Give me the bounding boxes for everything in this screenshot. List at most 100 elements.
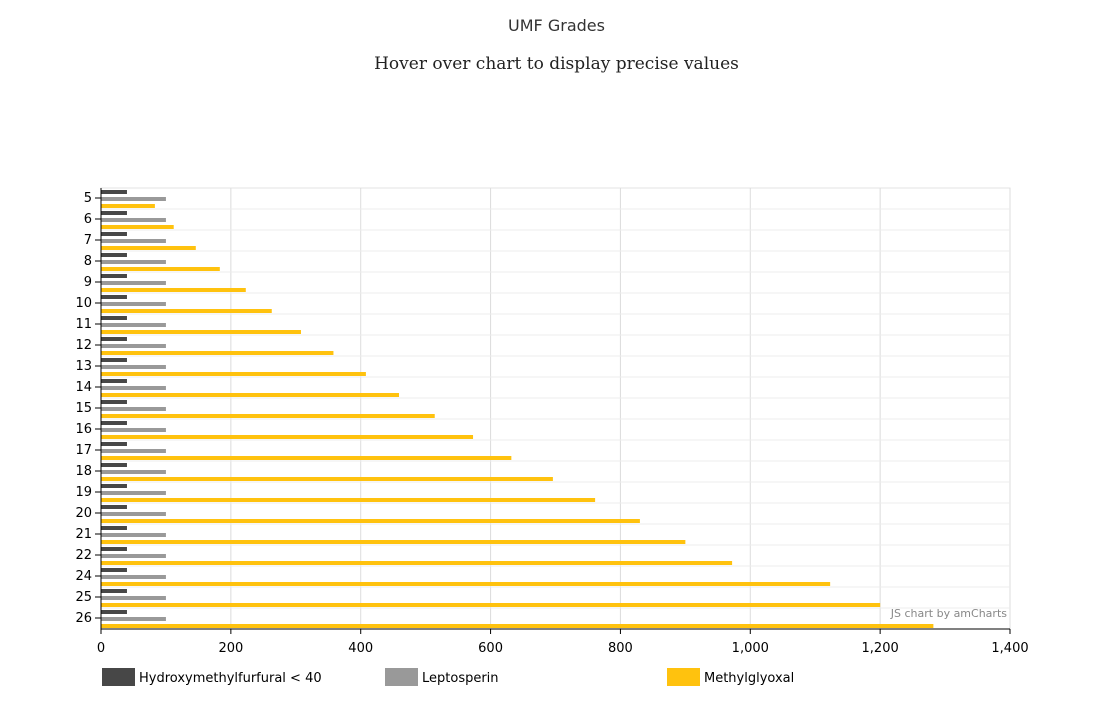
- bar[interactable]: [101, 260, 166, 264]
- bar[interactable]: [101, 449, 166, 453]
- bar[interactable]: [101, 302, 166, 306]
- bar[interactable]: [101, 337, 127, 341]
- chart-subtitle: Hover over chart to display precise valu…: [374, 54, 739, 74]
- legend-item[interactable]: Hydroxymethylfurfural < 40: [102, 668, 322, 686]
- bar[interactable]: [101, 428, 166, 432]
- bar[interactable]: [101, 519, 640, 523]
- bar[interactable]: [101, 190, 127, 194]
- y-tick-label: 17: [75, 443, 92, 458]
- x-tick-label: 800: [608, 641, 633, 656]
- legend-swatch[interactable]: [667, 668, 700, 686]
- bar[interactable]: [101, 211, 127, 215]
- bar[interactable]: [101, 239, 166, 243]
- y-tick-label: 7: [84, 233, 92, 248]
- legend-swatch[interactable]: [385, 668, 418, 686]
- bar[interactable]: [101, 197, 166, 201]
- bar[interactable]: [101, 225, 174, 229]
- bar[interactable]: [101, 610, 127, 614]
- bar[interactable]: [101, 463, 127, 467]
- bar[interactable]: [101, 561, 733, 565]
- bars-group[interactable]: [101, 190, 934, 628]
- bar[interactable]: [101, 274, 127, 278]
- y-tick-label: 24: [75, 569, 92, 584]
- y-tick-label: 8: [84, 254, 92, 269]
- bar[interactable]: [101, 330, 301, 334]
- axes: 5 6 7 8 9 10 11 12 13 14 15 16 17 18 19 20 21 22 24 25 26 0 20…: [75, 188, 1029, 656]
- bar[interactable]: [101, 568, 127, 572]
- y-tick-label: 14: [75, 380, 92, 395]
- bar[interactable]: [101, 547, 127, 551]
- legend-swatch[interactable]: [102, 668, 135, 686]
- legend-label[interactable]: Leptosperin: [422, 671, 499, 686]
- bar[interactable]: [101, 540, 686, 544]
- bar[interactable]: [101, 470, 166, 474]
- bar[interactable]: [101, 484, 127, 488]
- bar[interactable]: [101, 295, 127, 299]
- bar[interactable]: [101, 204, 155, 208]
- legend-label[interactable]: Hydroxymethylfurfural < 40: [139, 671, 322, 686]
- y-tick-label: 18: [75, 464, 92, 479]
- bar[interactable]: [101, 379, 127, 383]
- bar[interactable]: [101, 442, 127, 446]
- bar[interactable]: [101, 393, 400, 397]
- legend-item[interactable]: Leptosperin: [385, 668, 499, 686]
- bar[interactable]: [101, 575, 166, 579]
- bar[interactable]: [101, 624, 934, 628]
- bar[interactable]: [101, 246, 196, 250]
- bar[interactable]: [101, 358, 127, 362]
- bar[interactable]: [101, 603, 881, 607]
- y-tick-label: 19: [75, 485, 92, 500]
- bar[interactable]: [101, 288, 246, 292]
- y-tick-label: 10: [75, 296, 92, 311]
- legend-item[interactable]: Methylglyoxal: [667, 668, 794, 686]
- y-tick-label: 20: [75, 506, 92, 521]
- x-tick-label: 1,400: [991, 641, 1028, 656]
- bar[interactable]: [101, 407, 166, 411]
- bar[interactable]: [101, 309, 272, 313]
- bar[interactable]: [101, 253, 127, 257]
- y-tick-label: 6: [84, 212, 92, 227]
- bar[interactable]: [101, 491, 166, 495]
- bar[interactable]: [101, 232, 127, 236]
- bar[interactable]: [101, 372, 366, 376]
- x-tick-label: 1,200: [862, 641, 899, 656]
- bar[interactable]: [101, 526, 127, 530]
- legend-label[interactable]: Methylglyoxal: [704, 671, 794, 686]
- bar[interactable]: [101, 435, 474, 439]
- bar[interactable]: [101, 267, 220, 271]
- bar[interactable]: [101, 477, 553, 481]
- bar[interactable]: [101, 589, 127, 593]
- x-tick-label: 200: [218, 641, 243, 656]
- bar[interactable]: [101, 365, 166, 369]
- legend[interactable]: Hydroxymethylfurfural < 40 Leptosperin Met…: [102, 668, 794, 686]
- bar[interactable]: [101, 617, 166, 621]
- bar[interactable]: [101, 414, 435, 418]
- x-tick-label: 0: [97, 641, 105, 656]
- bar[interactable]: [101, 498, 596, 502]
- y-tick-label: 26: [75, 611, 92, 626]
- bar[interactable]: [101, 456, 512, 460]
- bar[interactable]: [101, 582, 831, 586]
- bar[interactable]: [101, 554, 166, 558]
- bar[interactable]: [101, 386, 166, 390]
- x-tick-label: 400: [348, 641, 373, 656]
- bar[interactable]: [101, 344, 166, 348]
- y-tick-label: 15: [75, 401, 92, 416]
- bar[interactable]: [101, 316, 127, 320]
- chart-credit[interactable]: JS chart by amCharts: [890, 607, 1007, 620]
- x-tick-label: 600: [478, 641, 503, 656]
- bar[interactable]: [101, 512, 166, 516]
- bar[interactable]: [101, 323, 166, 327]
- bar[interactable]: [101, 596, 166, 600]
- bar[interactable]: [101, 400, 127, 404]
- y-tick-label: 12: [75, 338, 92, 353]
- bar[interactable]: [101, 351, 334, 355]
- bar[interactable]: [101, 533, 166, 537]
- bar[interactable]: [101, 505, 127, 509]
- bar[interactable]: [101, 281, 166, 285]
- x-tick-label: 1,000: [732, 641, 769, 656]
- y-tick-label: 11: [75, 317, 92, 332]
- bar[interactable]: [101, 218, 166, 222]
- bar[interactable]: [101, 421, 127, 425]
